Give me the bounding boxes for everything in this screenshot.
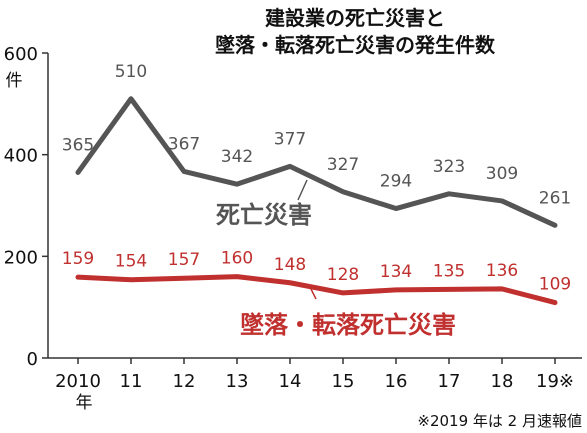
data-label: 135 [433, 261, 465, 281]
x-tick-label: 18 [491, 371, 514, 392]
series-2: 159 154 157 160 148 128 134 135 136 109 [62, 249, 571, 306]
series-label-fall-fatal-accidents: 墜落・転落死亡災害 [240, 311, 456, 339]
data-label: 154 [115, 252, 147, 272]
x-tick-label: 15 [332, 371, 355, 392]
y-tick-label: 0 [27, 349, 38, 370]
data-label: 128 [327, 265, 359, 285]
chart-title-line-1: 建設業の死亡災害と [265, 6, 445, 30]
data-label: 510 [115, 62, 147, 82]
data-label: 327 [327, 155, 359, 175]
data-label: 134 [380, 262, 412, 282]
x-tick-label: 13 [226, 371, 249, 392]
x-tick-label: 19※ [536, 371, 574, 392]
series-label-leader [309, 286, 317, 300]
footnote: ※2019 年は 2 月速報値 [417, 412, 582, 430]
data-label: 109 [539, 275, 571, 295]
x-tick-label: 14 [279, 371, 302, 392]
data-label: 157 [168, 250, 200, 270]
data-label: 148 [274, 255, 306, 275]
series-label-leader [297, 179, 308, 201]
y-axis: 0 200 400 600 [4, 44, 49, 370]
data-label: 377 [274, 129, 306, 149]
data-label: 367 [168, 134, 200, 154]
data-label: 294 [380, 172, 412, 192]
data-label: 160 [221, 249, 253, 269]
x-tick-label: 17 [438, 371, 461, 392]
chart-title: 建設業の死亡災害と 墜落・転落死亡災害の発生件数 [215, 6, 496, 57]
y-axis-unit-label: 件 [6, 71, 23, 91]
data-label: 342 [221, 147, 253, 167]
x-tick-label: 11 [120, 371, 143, 392]
data-label: 261 [539, 188, 571, 208]
series-line [75, 274, 558, 306]
x-tick-label: 2010 [55, 371, 101, 392]
data-label: 323 [433, 157, 465, 177]
series-1: 365 510 367 342 377 327 294 323 309 261 [62, 62, 571, 228]
y-tick-label: 200 [4, 247, 38, 268]
x-tick-label: 16 [385, 371, 408, 392]
x-year-suffix-label: 年 [76, 393, 93, 413]
series-line [75, 96, 558, 228]
y-tick-label: 400 [4, 146, 38, 167]
data-label: 159 [62, 249, 94, 269]
x-tick-label: 12 [173, 371, 196, 392]
series-label-fatal-accidents: 死亡災害 [216, 201, 312, 229]
x-axis: 2010 11 12 13 14 15 16 17 18 19※ 年 [48, 357, 582, 413]
data-label: 309 [486, 164, 518, 184]
chart-title-line-2: 墜落・転落死亡災害の発生件数 [215, 33, 496, 57]
data-label: 136 [486, 261, 518, 281]
data-label: 365 [62, 135, 94, 155]
y-tick-label: 600 [4, 44, 38, 65]
